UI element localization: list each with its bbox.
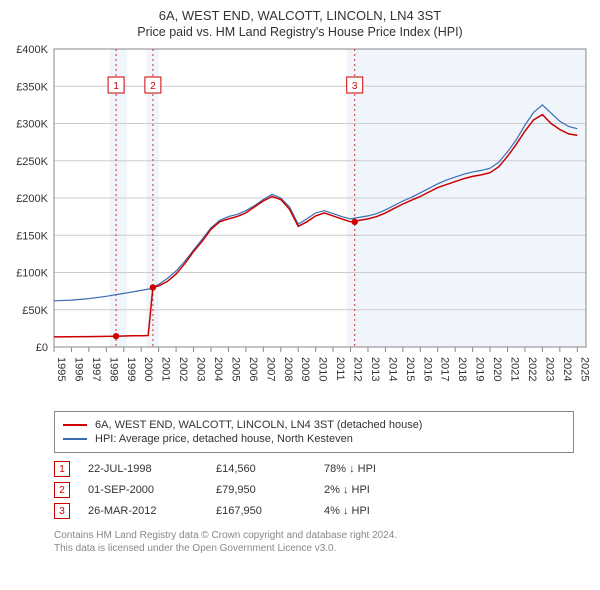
x-tick-label: 2001 bbox=[160, 357, 172, 381]
x-tick-label: 2024 bbox=[561, 357, 573, 381]
footer-line-1: Contains HM Land Registry data © Crown c… bbox=[54, 529, 574, 542]
legend: 6A, WEST END, WALCOTT, LINCOLN, LN4 3ST … bbox=[54, 411, 574, 453]
marker-badge: 1 bbox=[113, 81, 119, 92]
marker-row: 3 26-MAR-2012 £167,950 4% ↓ HPI bbox=[54, 503, 574, 519]
x-tick-label: 2020 bbox=[491, 357, 503, 381]
y-tick-label: £300K bbox=[16, 119, 48, 131]
x-tick-label: 1997 bbox=[90, 357, 102, 381]
marker-row-badge: 1 bbox=[54, 461, 70, 477]
marker-row-date: 26-MAR-2012 bbox=[88, 505, 198, 517]
x-tick-label: 2011 bbox=[334, 357, 346, 381]
x-tick-label: 2006 bbox=[247, 357, 259, 381]
x-tick-label: 2013 bbox=[369, 357, 381, 381]
x-tick-label: 2004 bbox=[212, 357, 224, 381]
x-tick-label: 2008 bbox=[282, 357, 294, 381]
y-tick-label: £400K bbox=[16, 45, 48, 56]
y-tick-label: £200K bbox=[16, 193, 48, 205]
legend-swatch bbox=[63, 424, 87, 426]
x-tick-label: 2023 bbox=[543, 357, 555, 381]
line-chart: £0 £50K £100K £150K £200K £250K £300K £350K £400… bbox=[10, 45, 590, 405]
x-tick-label: 1996 bbox=[72, 357, 84, 381]
marker-row-diff: 4% ↓ HPI bbox=[324, 505, 434, 517]
y-tick-label: £250K bbox=[16, 156, 48, 168]
footer-line-2: This data is licensed under the Open Gov… bbox=[54, 542, 574, 555]
marker-dot bbox=[113, 333, 119, 339]
marker-row-price: £14,560 bbox=[216, 463, 306, 475]
y-tick-label: £100K bbox=[16, 268, 48, 280]
x-tick-label: 1995 bbox=[55, 357, 67, 381]
attribution-footer: Contains HM Land Registry data © Crown c… bbox=[54, 529, 574, 555]
x-tick-label: 1998 bbox=[107, 357, 119, 381]
x-tick-label: 2021 bbox=[509, 357, 521, 381]
legend-label: 6A, WEST END, WALCOTT, LINCOLN, LN4 3ST … bbox=[95, 419, 422, 431]
marker-badge: 3 bbox=[352, 81, 358, 92]
x-tick-label: 2007 bbox=[264, 357, 276, 381]
marker-row: 1 22-JUL-1998 £14,560 78% ↓ HPI bbox=[54, 461, 574, 477]
x-tick-label: 1999 bbox=[125, 357, 137, 381]
chart-title: 6A, WEST END, WALCOTT, LINCOLN, LN4 3ST bbox=[10, 8, 590, 23]
y-tick-label: £350K bbox=[16, 81, 48, 93]
x-tick-label: 2019 bbox=[474, 357, 486, 381]
x-tick-label: 2017 bbox=[439, 357, 451, 381]
y-tick-label: £50K bbox=[22, 305, 48, 317]
marker-table: 1 22-JUL-1998 £14,560 78% ↓ HPI 2 01-SEP-2000… bbox=[54, 461, 574, 519]
y-tick-label: £150K bbox=[16, 230, 48, 242]
x-tick-label: 2012 bbox=[352, 357, 364, 381]
marker-row: 2 01-SEP-2000 £79,950 2% ↓ HPI bbox=[54, 482, 574, 498]
x-tick-label: 2003 bbox=[195, 357, 207, 381]
marker-row-badge: 2 bbox=[54, 482, 70, 498]
marker-badge: 2 bbox=[150, 81, 156, 92]
x-tick-label: 2010 bbox=[317, 357, 329, 381]
x-tick-label: 2005 bbox=[229, 357, 241, 381]
x-tick-label: 2025 bbox=[578, 357, 590, 381]
x-tick-label: 2016 bbox=[421, 357, 433, 381]
legend-item: 6A, WEST END, WALCOTT, LINCOLN, LN4 3ST … bbox=[63, 419, 565, 431]
marker-dot bbox=[352, 219, 358, 225]
x-tick-label: 2015 bbox=[404, 357, 416, 381]
marker-row-price: £167,950 bbox=[216, 505, 306, 517]
marker-row-date: 22-JUL-1998 bbox=[88, 463, 198, 475]
marker-dot bbox=[150, 284, 156, 290]
x-tick-label: 2014 bbox=[386, 357, 398, 381]
x-tick-label: 2002 bbox=[177, 357, 189, 381]
legend-item: HPI: Average price, detached house, Nort… bbox=[63, 433, 565, 445]
marker-row-price: £79,950 bbox=[216, 484, 306, 496]
y-tick-label: £0 bbox=[36, 342, 48, 354]
x-tick-label: 2022 bbox=[526, 357, 538, 381]
marker-row-diff: 78% ↓ HPI bbox=[324, 463, 434, 475]
legend-label: HPI: Average price, detached house, Nort… bbox=[95, 433, 353, 445]
x-tick-label: 2018 bbox=[456, 357, 468, 381]
chart-subtitle: Price paid vs. HM Land Registry's House … bbox=[10, 25, 590, 39]
legend-swatch bbox=[63, 438, 87, 440]
marker-row-badge: 3 bbox=[54, 503, 70, 519]
x-tick-label: 2000 bbox=[142, 357, 154, 381]
chart-area: £0 £50K £100K £150K £200K £250K £300K £350K £400… bbox=[10, 45, 590, 405]
x-tick-label: 2009 bbox=[299, 357, 311, 381]
chart-container: 6A, WEST END, WALCOTT, LINCOLN, LN4 3ST … bbox=[0, 0, 600, 590]
marker-row-diff: 2% ↓ HPI bbox=[324, 484, 434, 496]
marker-row-date: 01-SEP-2000 bbox=[88, 484, 198, 496]
